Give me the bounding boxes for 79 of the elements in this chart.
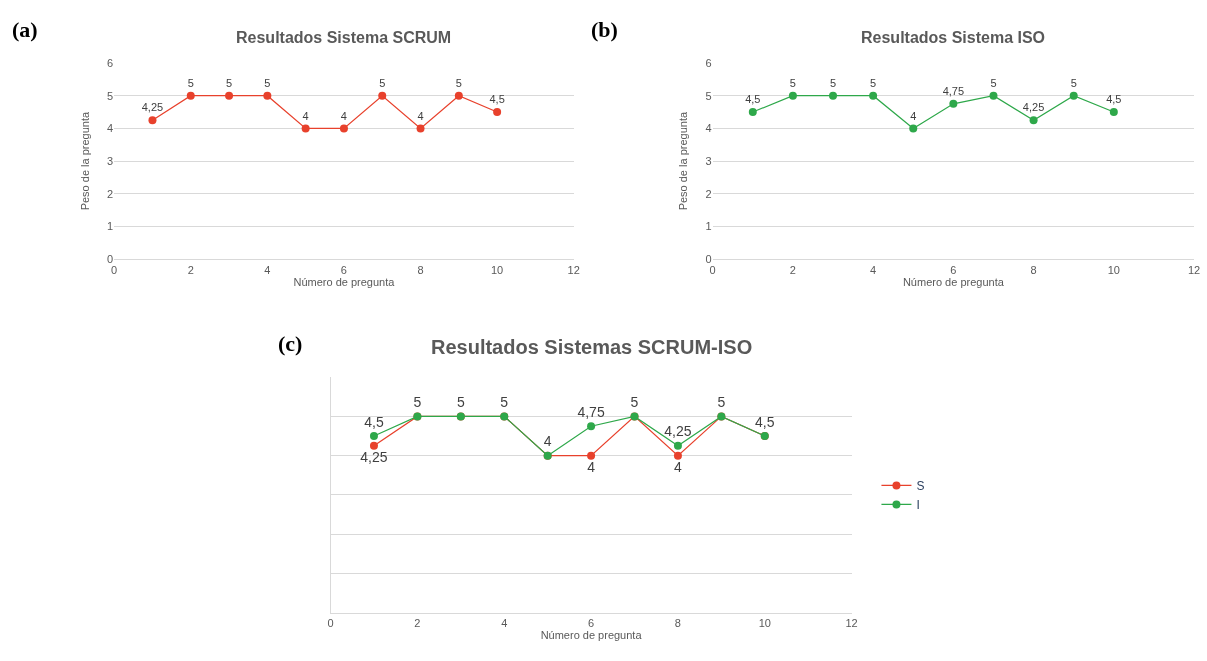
data-label: 4,75 [942, 85, 965, 98]
data-label: 5 [413, 393, 422, 410]
y-tick-label: 1 [107, 220, 114, 233]
x-tick-label: 12 [567, 263, 580, 276]
data-label: 5 [990, 76, 997, 89]
y-tick-label: 3 [705, 154, 712, 167]
x-tick-label: 8 [674, 616, 681, 629]
y-tick-label: 1 [705, 220, 712, 233]
y-tick-label: 5 [705, 89, 712, 102]
data-label: 4,5 [489, 93, 505, 106]
data-label: 4,25 [141, 101, 164, 114]
y-tick-label: 4 [705, 122, 712, 135]
x-tick-label: 4 [501, 616, 508, 629]
data-label: 5 [789, 76, 796, 89]
x-tick-label: 12 [845, 616, 858, 629]
x-tick-label: 8 [1030, 263, 1037, 276]
data-label: 4 [302, 109, 309, 122]
chart-title: Resultados Sistema SCRUM [236, 29, 452, 46]
data-label: 4 [340, 109, 347, 122]
x-tick-label: 8 [417, 263, 424, 276]
y-tick-label: 4 [107, 122, 114, 135]
y-tick-label: 0 [705, 253, 712, 266]
data-label: 5 [225, 76, 233, 89]
x-tick-label: 2 [414, 616, 421, 629]
x-tick-label: 6 [588, 616, 595, 629]
x-tick-label: 10 [491, 263, 504, 276]
data-label: 4,75 [577, 403, 605, 420]
x-tick-label: 0 [327, 616, 334, 629]
data-label: 4,25 [360, 449, 388, 466]
x-tick-label: 2 [187, 263, 194, 276]
data-label: 4,5 [1106, 93, 1122, 106]
legend-label: S [916, 479, 925, 494]
x-axis-title: Número de pregunta [902, 275, 1005, 288]
data-label: 4 [543, 433, 552, 450]
x-tick-label: 10 [758, 616, 771, 629]
data-label: 5 [1070, 76, 1077, 89]
data-label: 4,5 [755, 413, 775, 430]
data-label: 4,5 [364, 413, 384, 430]
data-label: 4 [587, 459, 596, 476]
text: (b) [591, 17, 618, 42]
y-tick-label: 6 [107, 56, 114, 69]
data-label: 4,5 [745, 93, 761, 106]
x-tick-label: 2 [789, 263, 796, 276]
y-axis-title: Peso de la pregunta [677, 111, 690, 211]
y-tick-label: 2 [705, 187, 712, 200]
x-axis-title: Número de pregunta [293, 275, 396, 288]
y-tick-label: 5 [107, 89, 114, 102]
x-tick-label: 4 [264, 263, 271, 276]
y-tick-label: 0 [107, 253, 114, 266]
data-label: 4 [910, 109, 917, 122]
y-tick-label: 3 [107, 154, 114, 167]
x-tick-label: 4 [870, 263, 877, 276]
legend-label: I [916, 498, 920, 513]
data-label: 5 [630, 393, 639, 410]
x-tick-label: 12 [1187, 263, 1201, 276]
data-label: 5 [829, 76, 837, 89]
data-label: 4 [417, 109, 424, 122]
text: (a) [12, 17, 38, 42]
data-label: 5 [455, 76, 462, 89]
data-label: 5 [264, 76, 271, 89]
chart-title: Resultados Sistema ISO [861, 29, 1046, 46]
data-label: 4 [674, 459, 683, 476]
data-label: 5 [870, 76, 877, 89]
y-tick-label: 2 [107, 187, 114, 200]
data-label: 5 [187, 76, 194, 89]
data-label: 5 [717, 393, 726, 410]
y-axis-title: Peso de la pregunta [78, 111, 91, 211]
x-tick-label: 10 [1107, 263, 1120, 276]
y-tick-label: 6 [705, 56, 712, 69]
data-label: 5 [500, 393, 509, 410]
text: (c) [278, 331, 303, 356]
x-axis-title: Número de pregunta [540, 628, 643, 641]
x-tick-label: 6 [340, 263, 347, 276]
data-label: 5 [379, 76, 386, 89]
data-label: 4,25 [1022, 101, 1045, 114]
data-label: 4,25 [664, 423, 692, 440]
chart-title: Resultados Sistemas SCRUM-ISO [431, 336, 753, 358]
x-tick-label: 6 [950, 263, 957, 276]
data-label: 5 [456, 393, 465, 410]
